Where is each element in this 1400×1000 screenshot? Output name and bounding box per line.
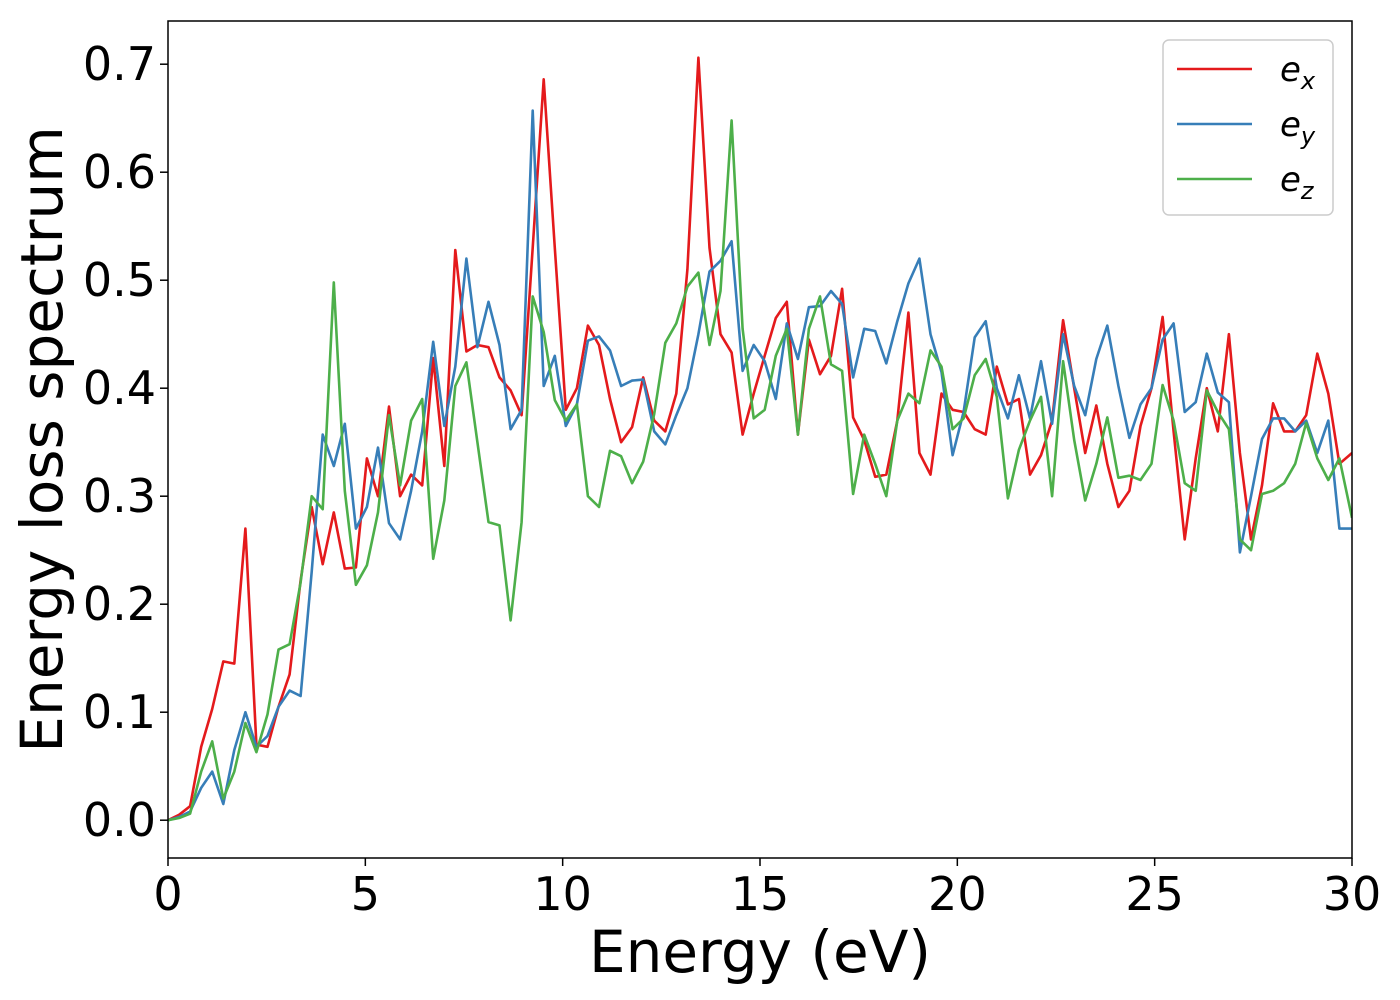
x-tick-label: 20 — [928, 867, 987, 921]
x-tick-label: 0 — [153, 867, 182, 921]
x-tick-label: 30 — [1323, 867, 1382, 921]
x-tick-label: 10 — [533, 867, 592, 921]
x-tick-label: 5 — [351, 867, 380, 921]
x-tick-label: 25 — [1125, 867, 1184, 921]
x-axis-title: Energy (eV) — [589, 918, 931, 986]
legend-label: ex — [1280, 50, 1316, 95]
legend: ex ey ez — [1162, 39, 1334, 216]
y-tick-label: 0.4 — [83, 361, 156, 415]
y-tick-label: 0.2 — [83, 577, 156, 631]
y-tick-label: 0.3 — [83, 469, 156, 523]
legend-label: ey — [1280, 105, 1316, 150]
y-axis-title: Energy loss spectrum — [8, 126, 76, 752]
y-tick-label: 0.1 — [83, 685, 156, 739]
legend-label: ez — [1280, 160, 1315, 205]
series-line-e-z — [168, 119, 1352, 822]
x-axis-ticks: 0 5 10 15 20 25 30 — [153, 858, 1381, 921]
y-tick-label: 0.5 — [83, 253, 156, 307]
y-tick-label: 0.7 — [83, 37, 156, 91]
legend-box — [1162, 39, 1334, 216]
series-line-e-y — [168, 109, 1352, 822]
y-axis-ticks: 0.0 0.1 0.2 0.3 0.4 0.5 0.6 0.7 — [83, 37, 168, 847]
series-layer — [168, 56, 1352, 822]
y-tick-label: 0.6 — [83, 145, 156, 199]
y-tick-label: 0.0 — [83, 793, 156, 847]
x-tick-label: 15 — [731, 867, 790, 921]
